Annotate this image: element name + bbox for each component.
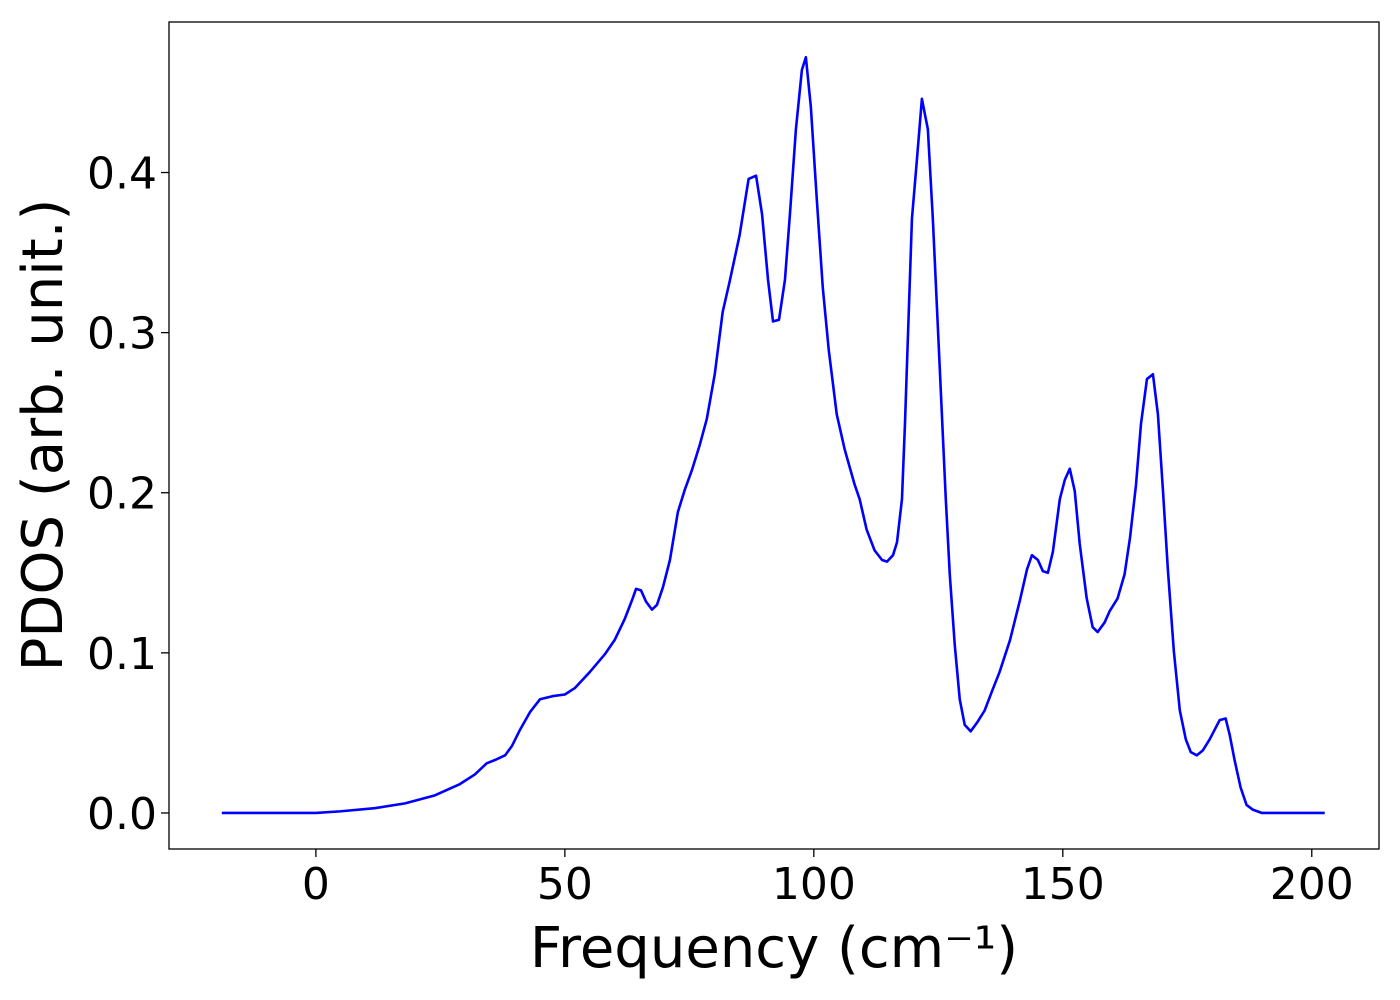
y-tick-label: 0.1 xyxy=(87,629,157,680)
y-tick-label: 0.0 xyxy=(87,789,157,840)
x-tick-label: 0 xyxy=(302,859,330,910)
x-tick-label: 150 xyxy=(1021,859,1105,910)
y-tick-label: 0.4 xyxy=(87,149,157,200)
x-tick-label: 100 xyxy=(772,859,856,910)
plot-frame xyxy=(168,21,1380,850)
data-line xyxy=(221,55,1325,815)
y-tick-label: 0.2 xyxy=(87,469,157,520)
x-tick-label: 200 xyxy=(1270,859,1354,910)
y-axis-label: PDOS (arb. unit.) xyxy=(11,199,76,672)
y-tick-label: 0.3 xyxy=(87,309,157,360)
x-tick-label: 50 xyxy=(537,859,593,910)
x-axis-label: Frequency (cm⁻¹) xyxy=(530,916,1018,981)
